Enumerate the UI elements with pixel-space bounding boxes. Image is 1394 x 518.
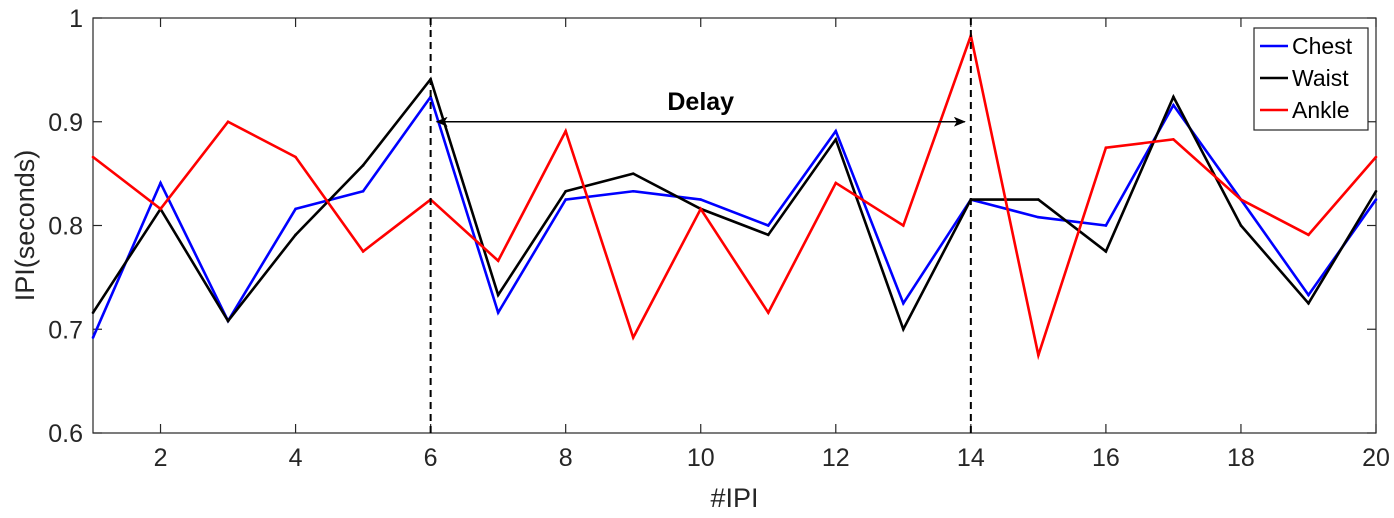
data-point-waist bbox=[1307, 302, 1310, 305]
data-point-chest bbox=[564, 198, 567, 201]
data-point-waist bbox=[834, 138, 838, 141]
data-point-ankle bbox=[834, 181, 838, 185]
data-point-chest bbox=[834, 129, 838, 133]
y-tick-label: 0.7 bbox=[48, 316, 83, 344]
data-point-ankle bbox=[1037, 353, 1040, 357]
data-point-waist bbox=[294, 233, 297, 237]
data-point-chest bbox=[1104, 224, 1108, 227]
legend-label-waist: Waist bbox=[1292, 65, 1349, 91]
data-point-ankle bbox=[496, 259, 500, 263]
data-point-chest bbox=[699, 198, 703, 201]
x-tick-label: 8 bbox=[559, 444, 573, 472]
data-point-chest bbox=[766, 224, 770, 227]
y-tick-label: 1 bbox=[69, 5, 83, 33]
data-point-waist bbox=[91, 311, 95, 314]
data-point-waist bbox=[766, 233, 770, 237]
delay-label: Delay bbox=[667, 88, 734, 116]
x-tick-label: 12 bbox=[822, 444, 850, 472]
data-point-ankle bbox=[564, 129, 567, 133]
x-tick-label: 18 bbox=[1227, 444, 1255, 472]
data-point-waist bbox=[564, 189, 567, 193]
data-point-ankle bbox=[1239, 198, 1243, 201]
data-point-waist bbox=[1374, 189, 1378, 193]
data-point-ankle bbox=[766, 311, 770, 314]
y-axis-title: IPI(seconds) bbox=[10, 150, 40, 302]
data-point-ankle bbox=[902, 224, 905, 227]
legend-label-ankle: Ankle bbox=[1292, 97, 1350, 123]
data-point-chest bbox=[1037, 215, 1040, 219]
series-line-chest bbox=[91, 93, 1378, 339]
data-point-waist bbox=[226, 319, 230, 323]
data-point-chest bbox=[1374, 198, 1378, 201]
x-axis-title: #IPI bbox=[710, 483, 758, 513]
data-point-chest bbox=[1307, 293, 1310, 297]
y-tick-label: 0.9 bbox=[48, 109, 83, 137]
data-point-chest bbox=[631, 189, 635, 193]
legend-label-chest: Chest bbox=[1292, 33, 1353, 59]
data-point-waist bbox=[496, 293, 500, 297]
data-point-chest bbox=[1172, 103, 1175, 107]
x-tick-label: 2 bbox=[154, 444, 168, 472]
y-tick-label: 0.6 bbox=[48, 420, 83, 448]
x-tick-label: 16 bbox=[1092, 444, 1120, 472]
data-point-chest bbox=[159, 181, 162, 185]
data-point-waist bbox=[1239, 224, 1243, 227]
data-point-ankle bbox=[1172, 138, 1175, 141]
x-tick-label: 20 bbox=[1362, 444, 1390, 472]
x-tick-label: 6 bbox=[424, 444, 438, 472]
data-point-ankle bbox=[1104, 146, 1108, 149]
series-line-waist bbox=[91, 76, 1378, 333]
data-point-chest bbox=[902, 302, 905, 305]
data-point-ankle bbox=[699, 207, 703, 211]
data-point-chest bbox=[91, 336, 95, 339]
x-tick-label: 10 bbox=[687, 444, 715, 472]
data-point-waist bbox=[1172, 95, 1175, 99]
data-point-ankle bbox=[631, 336, 635, 339]
data-point-ankle bbox=[159, 207, 162, 211]
data-point-chest bbox=[294, 207, 297, 211]
series-line-ankle bbox=[92, 30, 1377, 361]
data-point-waist bbox=[361, 164, 365, 167]
data-point-ankle bbox=[91, 155, 95, 159]
data-point-waist bbox=[902, 327, 905, 331]
data-point-waist bbox=[631, 172, 635, 175]
data-point-ankle bbox=[1374, 155, 1378, 159]
y-tick-label: 0.8 bbox=[48, 213, 83, 241]
data-point-ankle bbox=[1307, 233, 1310, 237]
x-tick-label: 14 bbox=[957, 444, 985, 472]
data-point-ankle bbox=[361, 250, 365, 253]
data-point-ankle bbox=[294, 155, 297, 159]
data-point-waist bbox=[1104, 250, 1108, 253]
data-point-chest bbox=[361, 189, 365, 193]
data-point-chest bbox=[496, 311, 500, 314]
data-point-ankle bbox=[226, 120, 230, 124]
x-tick-label: 4 bbox=[289, 444, 303, 472]
data-point-waist bbox=[1037, 198, 1040, 201]
